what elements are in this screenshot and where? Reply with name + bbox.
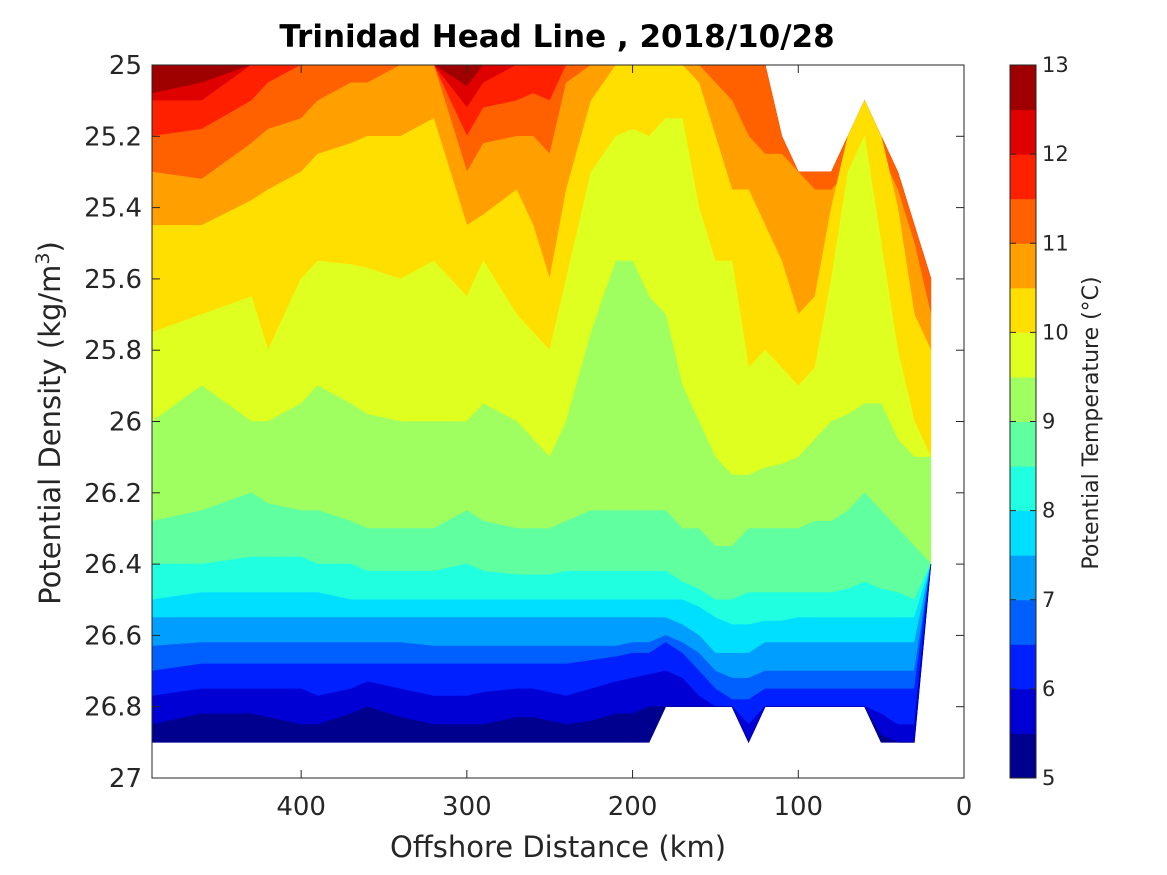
colorbar-swatch <box>1010 332 1036 378</box>
colorbar-swatch <box>1010 510 1036 556</box>
colorbar-swatch <box>1010 65 1036 111</box>
plot-area: 400 300 200 100 0 25 25.2 25.4 25.6 25.8 26 26.2 26… <box>84 51 972 822</box>
colorbar-tick-label: 9 <box>1042 410 1055 434</box>
colorbar-swatch <box>1010 733 1036 779</box>
y-tick-label: 25 <box>109 51 142 81</box>
colorbar-swatch <box>1010 421 1036 467</box>
y-tick-label: 26.2 <box>84 479 142 509</box>
x-tick-label: 0 <box>956 792 973 822</box>
colorbar-swatches <box>1010 65 1036 779</box>
y-tick-label: 25.2 <box>84 122 142 152</box>
colorbar-swatch <box>1010 198 1036 244</box>
y-axis-ticks: 25 25.2 25.4 25.6 25.8 26 26.2 26.4 26.6 26.8 27 <box>84 51 964 794</box>
colorbar-tick-label: 10 <box>1042 320 1069 344</box>
chart-title: Trinidad Head Line , 2018/10/28 <box>279 19 834 55</box>
colorbar-tick-label: 13 <box>1042 53 1069 77</box>
y-tick-label: 25.6 <box>84 265 142 295</box>
colorbar-swatch <box>1010 287 1036 333</box>
colorbar: 5 6 7 8 9 10 11 12 13 <box>1009 53 1069 790</box>
colorbar-swatch <box>1010 243 1036 289</box>
x-tick-label: 400 <box>276 792 326 822</box>
colorbar-swatch <box>1010 688 1036 734</box>
x-axis-label: Offshore Distance (km) <box>390 830 726 864</box>
x-tick-label: 100 <box>773 792 823 822</box>
y-tick-label: 26.8 <box>84 693 142 723</box>
contour-bands <box>151 64 932 744</box>
y-tick-label: 27 <box>109 764 142 794</box>
y-axis-label-superscript: 3 <box>32 252 54 264</box>
colorbar-swatch <box>1010 154 1036 200</box>
y-tick-label: 26.4 <box>84 550 142 580</box>
y-axis-label-end: ) <box>33 241 67 252</box>
x-tick-label: 200 <box>608 792 658 822</box>
colorbar-swatch <box>1010 376 1036 422</box>
colorbar-ticks: 5 6 7 8 9 10 11 12 13 <box>1010 53 1069 790</box>
colorbar-tick-label: 6 <box>1042 677 1055 701</box>
x-tick-label: 300 <box>442 792 492 822</box>
y-tick-label: 25.4 <box>84 194 142 224</box>
y-axis-label: Potential Density (kg/m3) <box>32 241 67 605</box>
y-axis-label-main: Potential Density (kg/m <box>33 265 67 605</box>
colorbar-tick-label: 12 <box>1042 142 1069 166</box>
colorbar-tick-label: 7 <box>1042 588 1055 612</box>
colorbar-tick-label: 5 <box>1042 766 1055 790</box>
contour-band <box>151 564 932 744</box>
colorbar-swatch <box>1010 644 1036 690</box>
colorbar-tick-label: 11 <box>1042 231 1069 255</box>
y-tick-label: 26.6 <box>84 621 142 651</box>
colorbar-swatch <box>1010 466 1036 512</box>
colorbar-swatch <box>1010 599 1036 645</box>
colorbar-swatch <box>1010 109 1036 155</box>
colorbar-label: Potential Temperature (°C) <box>1079 276 1104 569</box>
y-tick-label: 26 <box>109 408 142 438</box>
colorbar-tick-label: 8 <box>1042 499 1055 523</box>
y-tick-label: 25.8 <box>84 336 142 366</box>
x-axis-ticks: 400 300 200 100 0 <box>276 65 972 822</box>
colorbar-swatch <box>1010 555 1036 601</box>
